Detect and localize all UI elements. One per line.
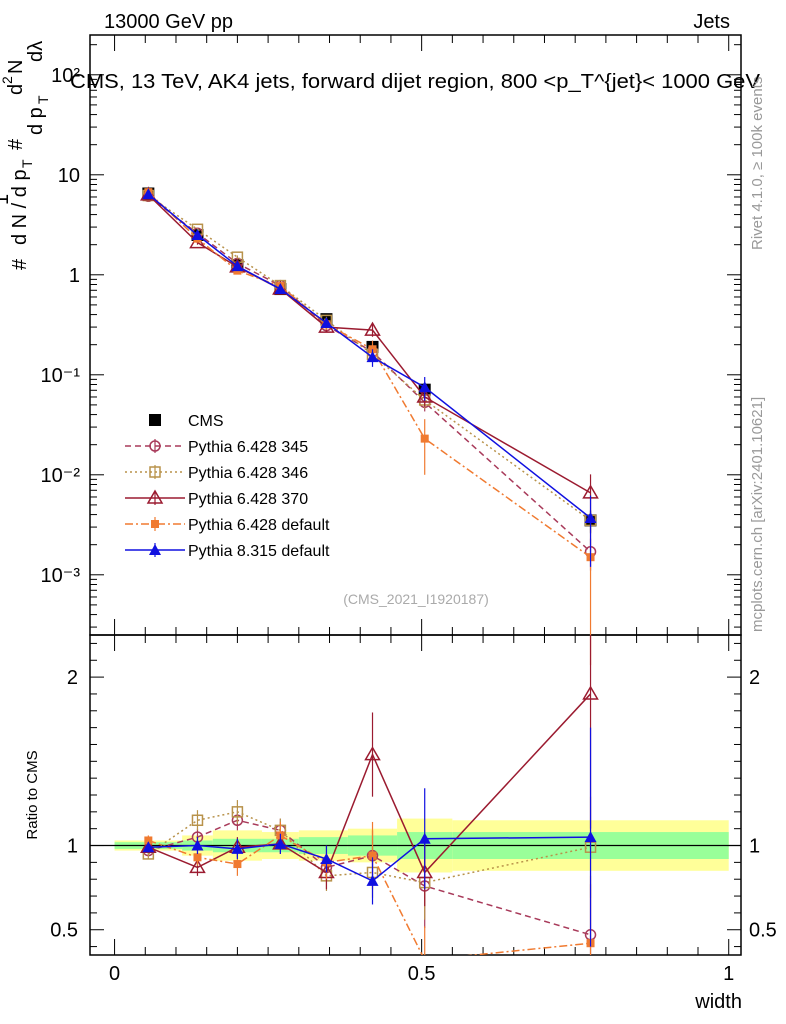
svg-text:dλ: dλ	[25, 41, 47, 62]
ratio-tick-label-left: 0.5	[50, 920, 78, 942]
svg-text:1: 1	[0, 194, 13, 205]
legend-marker	[146, 489, 164, 504]
main-ylabel: # d N / d p T 1 # d p T d 2 N dλ	[0, 41, 51, 270]
legend-label: CMS	[188, 413, 224, 430]
svg-text:T: T	[35, 95, 51, 104]
ratio-point	[418, 832, 431, 844]
analysis-id: (CMS_2021_I1920187)	[343, 591, 489, 607]
ratio-point	[231, 842, 244, 854]
x-tick-label: 0.5	[408, 963, 436, 985]
ratio-line	[148, 693, 592, 874]
data-point	[420, 434, 429, 443]
legend-entry: CMS	[149, 413, 224, 430]
legend-label: Pythia 6.428 346	[188, 465, 308, 482]
series-line	[147, 193, 591, 519]
ratio-point	[584, 831, 597, 843]
ratio-point	[582, 685, 599, 700]
ratio-point	[193, 853, 202, 862]
y-tick-label: 10⁻¹	[41, 365, 81, 387]
ratio-point	[364, 746, 381, 761]
data-point	[142, 188, 155, 200]
legend-marker	[151, 520, 159, 528]
main-series	[140, 186, 599, 666]
ratio-series-pythia-8-315-default	[142, 727, 597, 947]
ratio-tick-label-right: 0.5	[749, 920, 777, 942]
legend-label: Pythia 8.315 default	[188, 543, 330, 560]
ratio-point	[191, 839, 204, 851]
data-point	[364, 321, 381, 336]
ratio-ylabel: Ratio to CMS	[24, 750, 41, 839]
legend-entry: Pythia 6.428 370	[125, 489, 308, 508]
y-tick-label: 10	[58, 165, 80, 187]
legend-label: Pythia 6.428 370	[188, 491, 308, 508]
y-tick-label: 10⁻²	[41, 465, 81, 487]
ratio-point	[231, 806, 244, 818]
svg-text:T: T	[19, 159, 35, 168]
legend-entry: Pythia 6.428 345	[125, 439, 308, 456]
ratio-tick-label-right: 1	[749, 836, 760, 858]
rivet-label: Rivet 4.1.0, ≥ 100k events	[749, 77, 766, 250]
mcplots-label: mcplots.cern.ch [arXiv:2401.10621]	[749, 397, 766, 632]
ratio-point	[191, 814, 204, 827]
svg-text:N: N	[5, 60, 27, 74]
ratio-line	[148, 836, 591, 882]
data-point	[584, 511, 597, 523]
legend-label: Pythia 6.428 default	[188, 517, 330, 534]
energy-label: 13000 GeV pp	[104, 11, 233, 33]
svg-text:#: #	[9, 258, 31, 270]
category-label: Jets	[693, 11, 730, 33]
x-tick-label: 0	[109, 963, 120, 985]
y-tick-label: 10⁻³	[41, 565, 81, 587]
data-point	[274, 283, 287, 295]
data-point	[320, 316, 333, 328]
legend-marker	[149, 466, 161, 478]
ratio-point	[320, 853, 333, 864]
ratio-point	[368, 851, 377, 860]
ratio-point	[274, 837, 287, 849]
svg-text:2: 2	[0, 76, 15, 84]
legend-marker	[149, 544, 161, 555]
legend-entry: Pythia 8.315 default	[125, 543, 330, 560]
series-pythia-8-315-default	[142, 188, 597, 567]
ratio-y-ticks: 0.5 0.5 1 1 2 2	[50, 642, 777, 948]
ratio-point	[144, 836, 153, 845]
ratio-line	[148, 834, 591, 955]
ratio-point	[142, 841, 155, 853]
y-tick-label: 10²	[51, 65, 80, 87]
ratio-tick-label-right: 2	[749, 667, 760, 689]
ratio-point	[233, 860, 242, 869]
x-tick-label: 1	[723, 963, 734, 985]
x-axis-label: width	[694, 991, 742, 1013]
svg-text:d: d	[5, 84, 27, 95]
ratio-tick-label-left: 1	[67, 836, 78, 858]
data-point	[366, 351, 379, 363]
main-y-ticks: 10⁻³ 10⁻² 10⁻¹ 1 10 10²	[41, 44, 741, 628]
plot-title: CMS, 13 TeV, AK4 jets, forward dijet reg…	[70, 71, 761, 93]
legend-marker	[149, 440, 161, 452]
svg-text:d N / d p: d N / d p	[9, 169, 31, 245]
ratio-point	[189, 858, 206, 874]
data-point	[416, 388, 434, 403]
ratio-point	[366, 874, 379, 886]
legend-marker	[149, 414, 161, 426]
data-point	[418, 381, 431, 393]
legend-label: Pythia 6.428 345	[188, 439, 308, 456]
svg-text:#: #	[5, 138, 27, 150]
legend: CMS Pythia 6.428 345 Pythia 6.428 346 Pythi…	[125, 413, 330, 560]
ratio-series	[140, 635, 599, 955]
data-point	[231, 260, 244, 272]
ratio-line	[148, 819, 591, 936]
ratio-tick-label-left: 2	[67, 667, 78, 689]
ratio-line	[147, 811, 591, 884]
y-tick-label: 1	[69, 265, 80, 287]
legend-entry: Pythia 6.428 default	[125, 517, 330, 534]
svg-text:d p: d p	[25, 107, 47, 135]
legend-entry: Pythia 6.428 346	[125, 465, 308, 482]
data-point	[191, 229, 204, 240]
